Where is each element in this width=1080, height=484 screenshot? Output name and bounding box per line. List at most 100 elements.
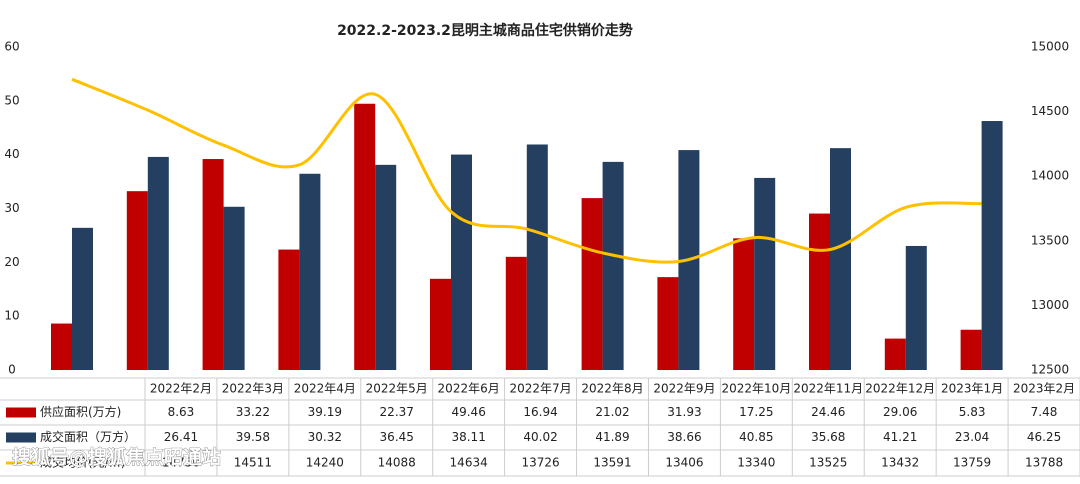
y2-tick-label: 12500 (1031, 363, 1069, 377)
table-value: 13340 (737, 456, 775, 470)
y-tick-label: 20 (4, 255, 19, 269)
table-value: 17.25 (739, 405, 773, 419)
bar (126, 191, 148, 370)
legend-label: 成交面积（万方） (40, 429, 136, 444)
bar (809, 213, 830, 370)
x-tick-label: 2023年2月 (1013, 382, 1075, 396)
bar (451, 154, 472, 370)
table-value: 49.46 (451, 405, 485, 419)
table-value: 7.48 (1031, 405, 1058, 419)
x-tick-label: 2022年11月 (793, 382, 863, 396)
bar (526, 144, 548, 370)
table-value: 13525 (809, 456, 847, 470)
table-value: 38.66 (667, 430, 701, 444)
legend-label: 成交均价(元/㎡) (40, 455, 125, 470)
table-value: 13788 (1025, 456, 1063, 470)
table-value: 14750 (162, 456, 200, 470)
table-value: 46.25 (1027, 430, 1061, 444)
bar (299, 173, 321, 370)
table-value: 24.46 (811, 405, 845, 419)
table-value: 31.93 (667, 405, 701, 419)
bar (905, 245, 927, 370)
table-value: 8.63 (168, 405, 195, 419)
bar (72, 227, 93, 370)
x-tick-label: 2022年5月 (366, 382, 428, 396)
table-value: 35.68 (811, 430, 845, 444)
legend-swatch (6, 407, 36, 418)
bar (375, 164, 397, 370)
table-value: 14634 (450, 456, 488, 470)
legend-swatch (6, 432, 36, 443)
bar (505, 256, 527, 370)
table-value: 14511 (234, 456, 272, 470)
table-value: 21.02 (595, 405, 629, 419)
table-value: 16.94 (523, 405, 557, 419)
y2-tick-label: 13500 (1031, 233, 1069, 247)
y-tick-label: 40 (4, 147, 19, 161)
bar (354, 103, 376, 371)
table-value: 33.22 (236, 405, 270, 419)
y-tick-label: 60 (4, 40, 19, 54)
table-value: 26.41 (164, 430, 198, 444)
table-value: 13406 (665, 456, 703, 470)
table-value: 23.04 (955, 430, 989, 444)
table-value: 30.32 (308, 430, 342, 444)
table-value: 40.02 (523, 430, 557, 444)
x-tick-label: 2022年10月 (721, 382, 791, 396)
y2-tick-label: 14000 (1031, 169, 1069, 183)
bar (581, 198, 603, 370)
y2-tick-label: 15000 (1031, 40, 1069, 54)
bar (981, 121, 1003, 370)
x-tick-label: 2022年9月 (653, 382, 715, 396)
bar (733, 238, 755, 370)
x-tick-label: 2023年1月 (941, 382, 1003, 396)
table-value: 39.19 (308, 405, 342, 419)
watermark: 搜狐号@搜狐焦点昭通站 (12, 446, 221, 469)
bar (147, 156, 169, 370)
y2-tick-label: 14500 (1031, 104, 1069, 118)
y-tick-label: 30 (4, 201, 19, 215)
bar (884, 338, 906, 370)
y-tick-label: 0 (8, 363, 16, 377)
chart-title: 2022.2-2023.2昆明主城商品住宅供销价走势 (337, 22, 633, 39)
legend-label: 供应面积(万方) (40, 404, 121, 419)
table-value: 5.83 (959, 405, 986, 419)
table-value: 13759 (953, 456, 991, 470)
y-tick-label: 10 (4, 309, 19, 323)
table-value: 14240 (306, 456, 344, 470)
x-tick-label: 2022年4月 (294, 382, 356, 396)
table-value: 41.21 (883, 430, 917, 444)
bar (202, 159, 224, 370)
bar (430, 278, 451, 370)
bar (830, 148, 851, 370)
table-value: 13432 (881, 456, 919, 470)
y2-tick-label: 13000 (1031, 298, 1069, 312)
x-tick-label: 2022年6月 (438, 382, 500, 396)
table-value: 13591 (593, 456, 631, 470)
x-tick-label: 2022年2月 (150, 382, 212, 396)
table-value: 41.89 (595, 430, 629, 444)
y-tick-label: 50 (4, 93, 19, 107)
x-tick-label: 2022年7月 (509, 382, 571, 396)
x-tick-label: 2022年12月 (865, 382, 935, 396)
bar (278, 249, 300, 370)
line (71, 77, 982, 264)
bar (223, 206, 245, 370)
data-table: 2022年2月 2022年3月 2022年4月 2022年5月 2022年6月 2022年… (0, 377, 1080, 477)
table-value: 38.11 (451, 430, 485, 444)
bar (51, 323, 72, 370)
table-value: 39.58 (236, 430, 270, 444)
x-tick-label: 2022年3月 (222, 382, 284, 396)
table-value: 29.06 (883, 405, 917, 419)
bar (602, 161, 624, 370)
table-value: 40.85 (739, 430, 773, 444)
x-tick-label: 2022年8月 (581, 382, 643, 396)
table-value: 13726 (521, 456, 559, 470)
bar (754, 177, 776, 370)
table-value: 14088 (378, 456, 416, 470)
bar (960, 329, 982, 370)
table-value: 22.37 (380, 405, 414, 419)
bar (657, 277, 679, 370)
table-value: 36.45 (380, 430, 414, 444)
